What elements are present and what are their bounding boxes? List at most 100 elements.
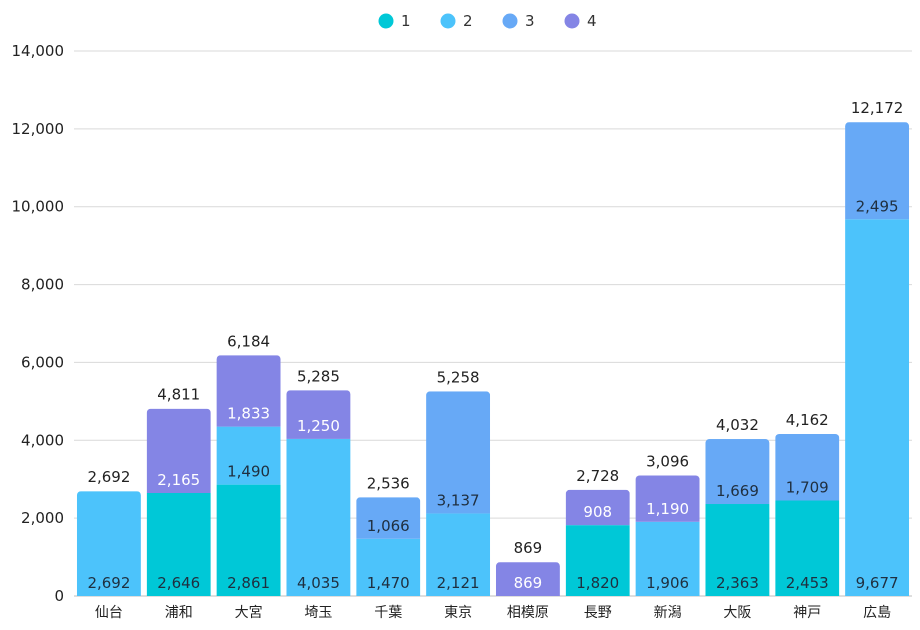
x-category-label: 千葉 <box>374 605 402 621</box>
total-value-label: 869 <box>514 539 543 557</box>
bar-stack: 4,035 1,250 5,285 <box>286 367 351 596</box>
legend-label: 3 <box>525 12 535 30</box>
bar-segment-series-1 <box>146 492 211 596</box>
bar-stack: 869 869 <box>495 539 560 596</box>
segment-value-label: 1,833 <box>227 405 270 423</box>
x-category-label: 仙台 <box>95 605 123 621</box>
bar-stack: 1,470 1,066 2,536 <box>356 474 421 596</box>
bar-segment-series-3 <box>426 391 491 514</box>
segment-value-label: 908 <box>583 503 612 521</box>
grid <box>74 50 912 597</box>
legend-label: 4 <box>587 12 597 30</box>
x-category-label: 長野 <box>584 605 612 621</box>
bar-segment-series-2 <box>635 521 700 596</box>
x-axis: 仙台 浦和 大宮 埼玉 千葉 東京 相模原 長野 新潟 大阪 神戸 広島 <box>95 605 891 621</box>
segment-value-label: 1,470 <box>367 574 410 592</box>
segment-value-label: 1,906 <box>646 574 689 592</box>
y-tick-label: 2,000 <box>21 509 64 527</box>
bar-segment-series-4 <box>146 408 211 493</box>
segment-value-label: 1,190 <box>646 500 689 518</box>
segment-value-label: 4,035 <box>297 574 340 592</box>
x-category-label: 大宮 <box>235 605 263 621</box>
legend-swatch <box>502 13 518 29</box>
x-category-label: 神戸 <box>793 605 821 621</box>
total-value-label: 5,258 <box>437 368 480 386</box>
total-value-label: 3,096 <box>646 452 689 470</box>
total-value-label: 12,172 <box>851 99 904 117</box>
bar-segment-series-4 <box>216 355 281 427</box>
segment-value-label: 2,861 <box>227 574 270 592</box>
legend-swatch <box>378 13 394 29</box>
bar-stack: 9,677 2,495 12,172 <box>845 99 910 596</box>
legend-item: 2 <box>440 12 473 30</box>
bar-stack: 2,861 1,490 1,833 6,184 <box>216 332 281 596</box>
bar-stack: 1,820 908 2,728 <box>565 467 630 596</box>
bars: 2,692 2,692 2,646 2,165 4,811 2,861 1,490 1,833… <box>76 99 910 596</box>
segment-value-label: 2,121 <box>437 574 480 592</box>
x-category-label: 埼玉 <box>304 605 332 621</box>
bar-segment-series-4 <box>495 562 560 596</box>
bar-stack: 2,692 2,692 <box>76 468 141 596</box>
legend-item: 1 <box>378 12 411 30</box>
bar-segment-series-1 <box>565 525 630 596</box>
bar-segment-series-2 <box>356 538 421 596</box>
segment-value-label: 1,066 <box>367 517 410 535</box>
bar-segment-series-2 <box>426 513 491 596</box>
segment-value-label: 869 <box>514 574 543 592</box>
legend-swatch <box>564 13 580 29</box>
x-category-label: 浦和 <box>165 605 193 621</box>
legend: 1 2 3 4 <box>378 12 597 30</box>
bar-segment-series-2 <box>286 438 351 596</box>
bar-segment-series-1 <box>216 484 281 596</box>
segment-value-label: 9,677 <box>856 574 899 592</box>
legend-swatch <box>440 13 456 29</box>
bar-stack: 2,363 1,669 4,032 <box>705 416 770 596</box>
total-value-label: 4,811 <box>157 386 200 404</box>
segment-value-label: 2,453 <box>786 574 829 592</box>
bar-segment-series-4 <box>286 390 351 439</box>
bar-segment-series-3 <box>356 497 421 539</box>
bar-segment-series-2 <box>76 491 141 596</box>
y-tick-label: 14,000 <box>12 42 65 60</box>
legend-item: 4 <box>564 12 597 30</box>
segment-value-label: 3,137 <box>437 491 480 509</box>
y-tick-label: 10,000 <box>12 198 65 216</box>
legend-item: 3 <box>502 12 535 30</box>
y-tick-label: 6,000 <box>21 353 64 371</box>
bar-stack: 1,906 1,190 3,096 <box>635 452 700 596</box>
total-value-label: 4,032 <box>716 416 759 434</box>
segment-value-label: 1,250 <box>297 417 340 435</box>
legend-label: 2 <box>463 12 473 30</box>
total-value-label: 6,184 <box>227 332 270 350</box>
segment-value-label: 2,692 <box>87 574 130 592</box>
segment-value-label: 2,646 <box>157 574 200 592</box>
bar-segment-series-1 <box>775 500 840 596</box>
segment-value-label: 1,669 <box>716 482 759 500</box>
segment-value-label: 1,820 <box>576 574 619 592</box>
segment-value-label: 1,709 <box>786 479 829 497</box>
x-category-label: 相模原 <box>507 605 549 621</box>
bar-stack: 2,453 1,709 4,162 <box>775 411 840 596</box>
x-category-label: 東京 <box>444 605 472 621</box>
bar-segment-series-3 <box>775 433 840 501</box>
y-tick-label: 8,000 <box>21 276 64 294</box>
y-tick-label: 12,000 <box>12 120 65 138</box>
bar-segment-series-4 <box>635 475 700 522</box>
y-tick-label: 4,000 <box>21 431 64 449</box>
x-category-label: 新潟 <box>654 605 682 621</box>
total-value-label: 2,536 <box>367 474 410 492</box>
bar-segment-series-2 <box>845 219 910 596</box>
segment-value-label: 1,490 <box>227 463 270 481</box>
y-axis: 0 2,000 4,000 6,000 8,000 10,000 12,000 14,000 <box>12 42 65 605</box>
legend-label: 1 <box>401 12 411 30</box>
bar-stack: 2,121 3,137 5,258 <box>426 368 491 596</box>
bar-segment-series-3 <box>705 439 770 505</box>
y-tick-label: 0 <box>54 587 64 605</box>
bar-segment-series-2 <box>216 426 281 485</box>
x-category-label: 広島 <box>863 605 891 621</box>
bar-segment-series-1 <box>705 504 770 596</box>
segment-value-label: 2,495 <box>856 197 899 215</box>
total-value-label: 4,162 <box>786 411 829 429</box>
